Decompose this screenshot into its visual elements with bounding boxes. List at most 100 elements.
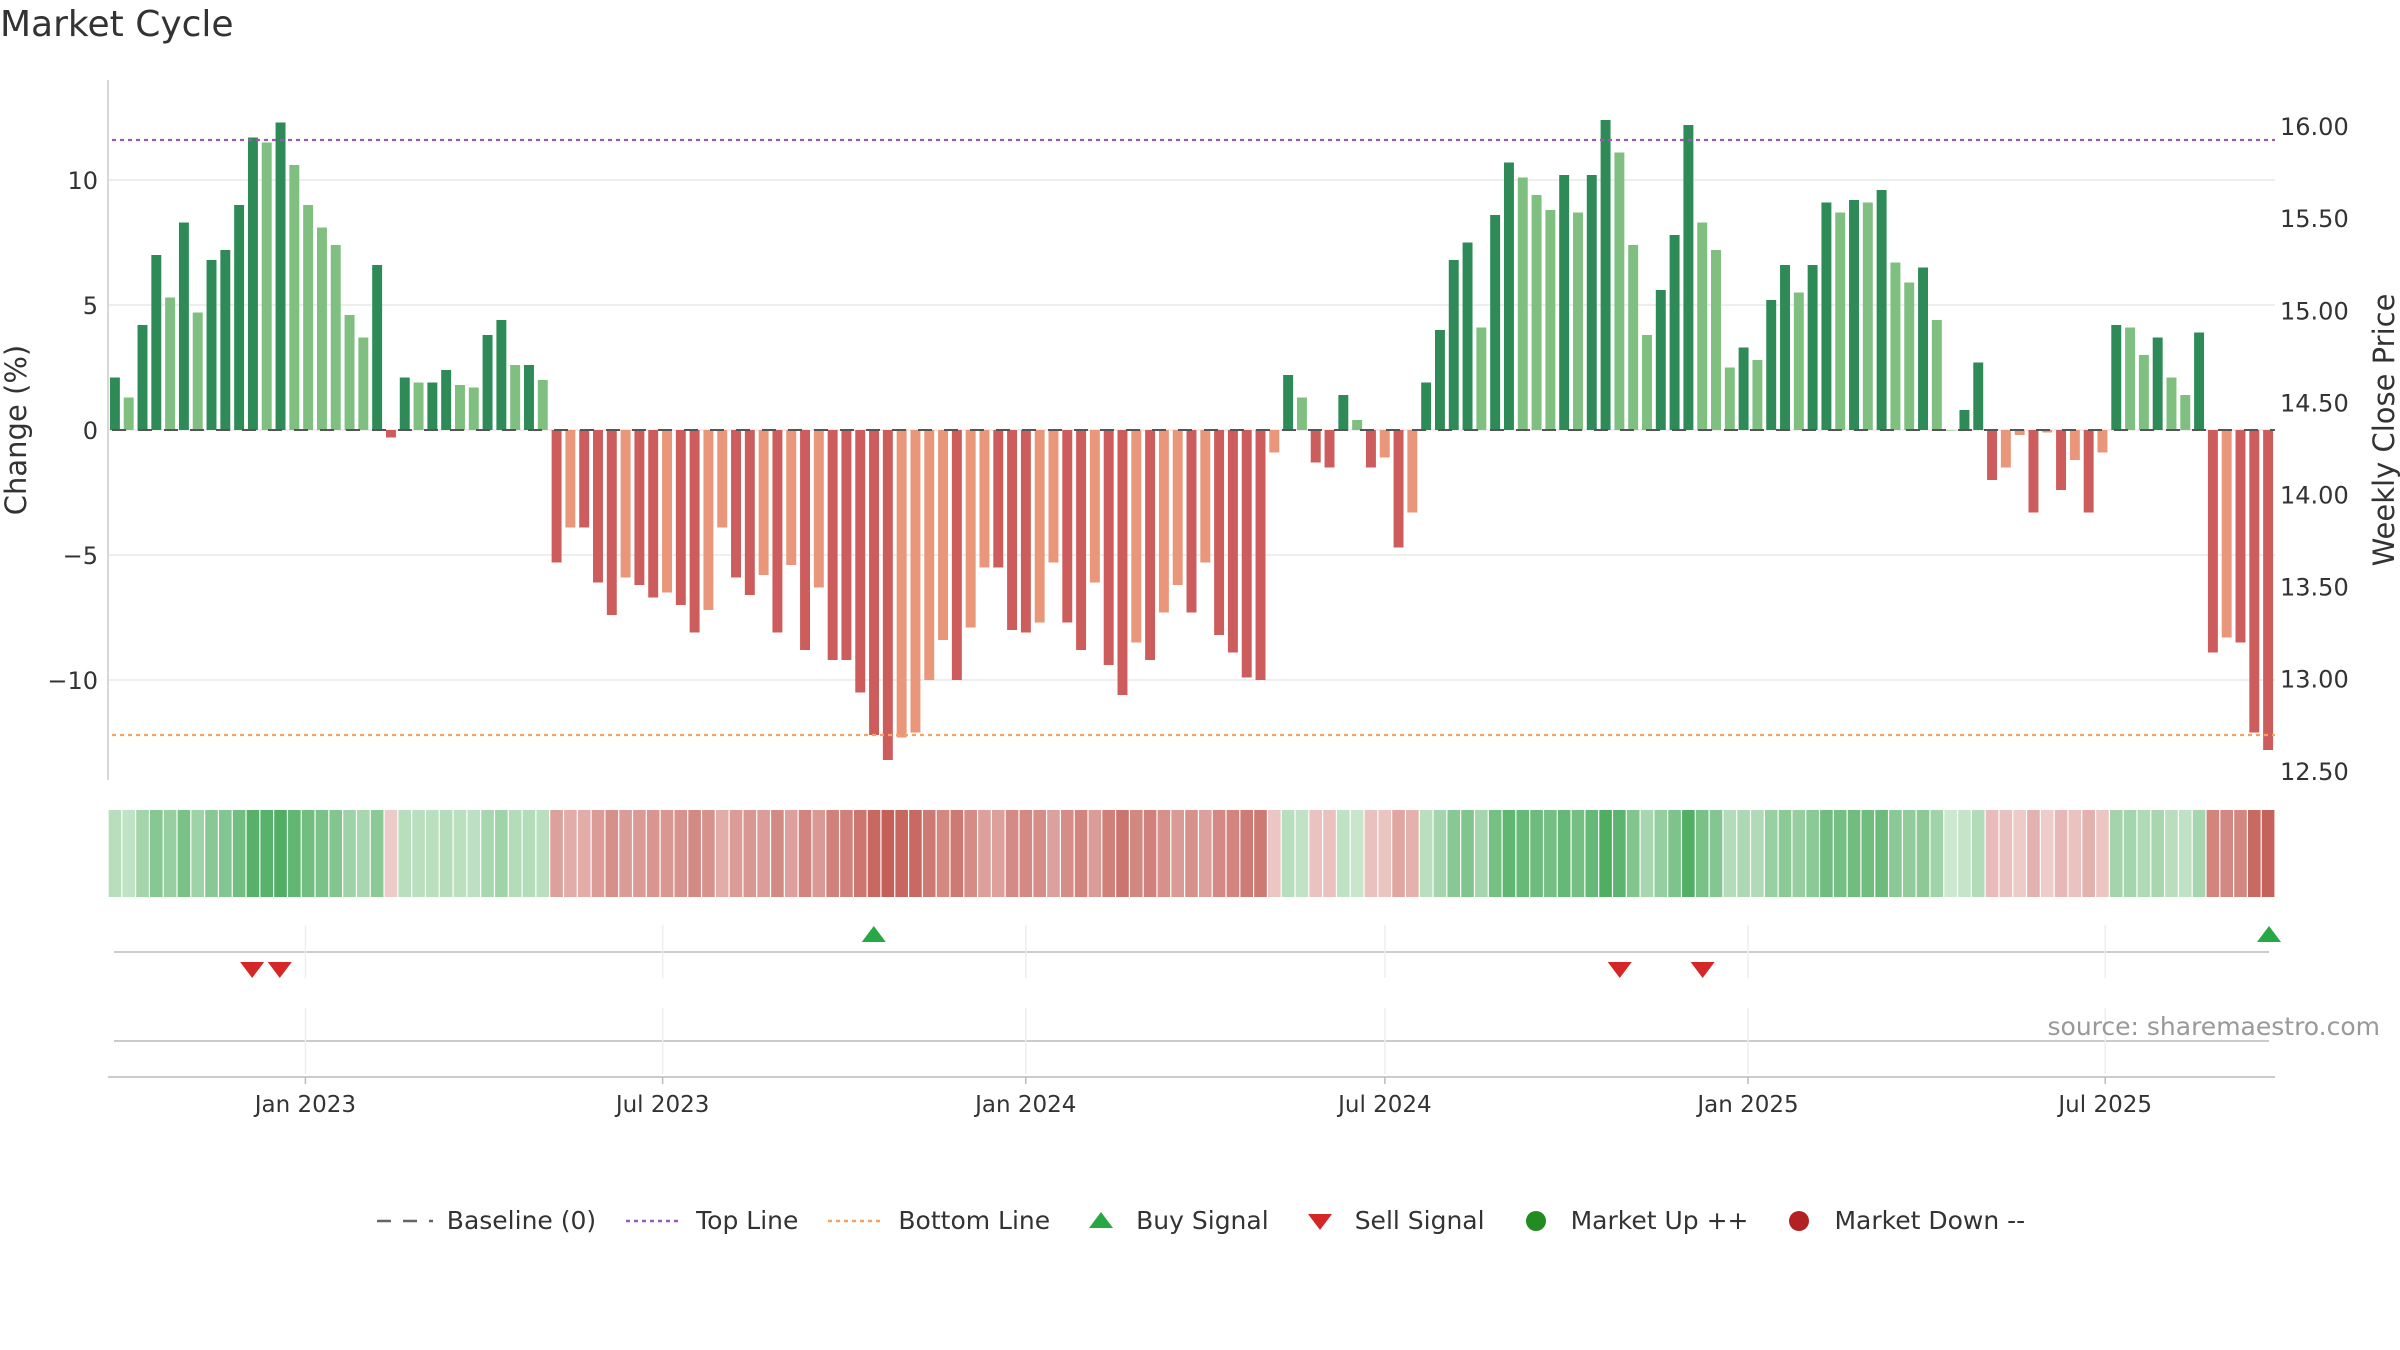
change-bar [2111,325,2122,430]
change-bar [1849,200,1859,430]
change-bar [1117,430,1128,695]
change-bar [1738,347,1749,430]
heat-cell [1737,810,1750,897]
heat-cell [384,810,398,897]
heat-cell [343,810,356,897]
heat-cell [1488,810,1502,897]
change-bar [1793,292,1804,430]
top-line-swatch [626,1219,683,1222]
change-bar [1752,360,1763,430]
change-bar [1186,430,1197,613]
change-bar [234,205,245,430]
change-bar [1145,430,1156,660]
change-bar [2249,430,2260,733]
main-bars [109,120,2274,760]
heat-cell [895,810,908,897]
heat-cell [2096,810,2109,897]
change-bar [1448,260,1459,430]
heat-cell [136,810,149,897]
legend-label-buy: Buy Signal [1136,1206,1269,1235]
legend-item-buy: Buy Signal [1078,1206,1269,1235]
heat-cell [1599,810,1612,897]
y-right-tick-label: 14.00 [2280,481,2349,509]
market-up-dot-icon [1525,1210,1546,1231]
heat-cell [674,810,688,897]
heat-cell [1323,810,1336,897]
heat-cell [1778,810,1792,897]
heat-cell [936,810,950,897]
change-bar [841,430,852,660]
heat-cell [150,810,163,897]
change-bar [855,430,866,693]
change-bar [2083,430,2094,513]
x-tick-label: Jan 2024 [973,1092,1076,1118]
heat-cell [1999,810,2013,897]
legend-item-market-down: Market Down -- [1776,1206,2025,1235]
change-bar [1255,430,1266,680]
change-bar [1531,195,1542,430]
change-bar [2042,430,2053,433]
chart-svg: 10 5 0 −5 −10 16.00 15.50 15.00 14.50 14.00 13.50 1… [0,80,2400,1118]
heat-cell [1654,810,1668,897]
heat-cell [2027,810,2040,897]
heat-cell [840,810,853,897]
heat-cell [260,810,274,897]
change-bar [137,325,148,430]
heat-cell [1350,810,1364,897]
x-tick-label: Jul 2023 [614,1092,710,1118]
heat-cell [481,810,494,897]
change-bar [717,430,728,528]
baseline-swatch [376,1219,433,1222]
change-bar [1283,375,1294,430]
heat-cell [1364,810,1378,897]
x-axis: Jan 2023 Jul 2023 Jan 2024 Jul 2024 Jan 2025… [108,1076,2275,1118]
change-bar [316,227,327,430]
change-bar [1683,125,1694,430]
change-bar [1573,212,1583,430]
heat-cell [2137,810,2151,897]
legend-label-baseline: Baseline (0) [446,1206,597,1235]
heat-cell [715,810,729,897]
change-bar [910,430,921,733]
heat-cell [1281,810,1295,897]
change-bar [1214,430,1225,635]
change-bar [1780,265,1790,430]
heat-cell [784,810,798,897]
change-bar [1642,335,1652,430]
heat-cell [2247,810,2261,897]
heat-cell [219,810,232,897]
change-bar [1172,430,1183,585]
heat-cell [1116,810,1129,897]
y-right-tick-label: 12.50 [2280,758,2349,786]
heat-cell [536,810,550,897]
heat-cell [1861,810,1875,897]
heat-cell [315,810,329,897]
change-bar [1131,430,1142,643]
y-left-tick-label: 10 [67,167,98,195]
heat-cell [1337,810,1350,897]
change-bar [1807,265,1818,430]
change-bar [2235,430,2246,643]
change-bar [2000,430,2011,468]
change-bar [675,430,686,605]
heat-cell [2151,810,2164,897]
heat-cell [591,810,605,897]
heat-cell [2123,810,2137,897]
heat-cell [702,810,715,897]
chart-title: Market Cycle [0,4,234,45]
change-bar [1324,430,1335,468]
change-bar [1103,430,1114,665]
change-bar [2014,430,2025,435]
x-tick-label: Jul 2024 [1336,1092,1432,1118]
change-bar [1089,430,1100,583]
heat-cell [1820,810,1833,897]
x-tick-label: Jul 2025 [2056,1092,2152,1118]
heat-cell [370,810,384,897]
heat-cell [826,810,839,897]
change-bar [813,430,824,588]
change-bar [965,430,976,628]
legend-label-bottom-line: Bottom Line [898,1206,1051,1235]
heat-cell [771,810,784,897]
heat-cell [991,810,1005,897]
change-bar [1766,300,1777,430]
